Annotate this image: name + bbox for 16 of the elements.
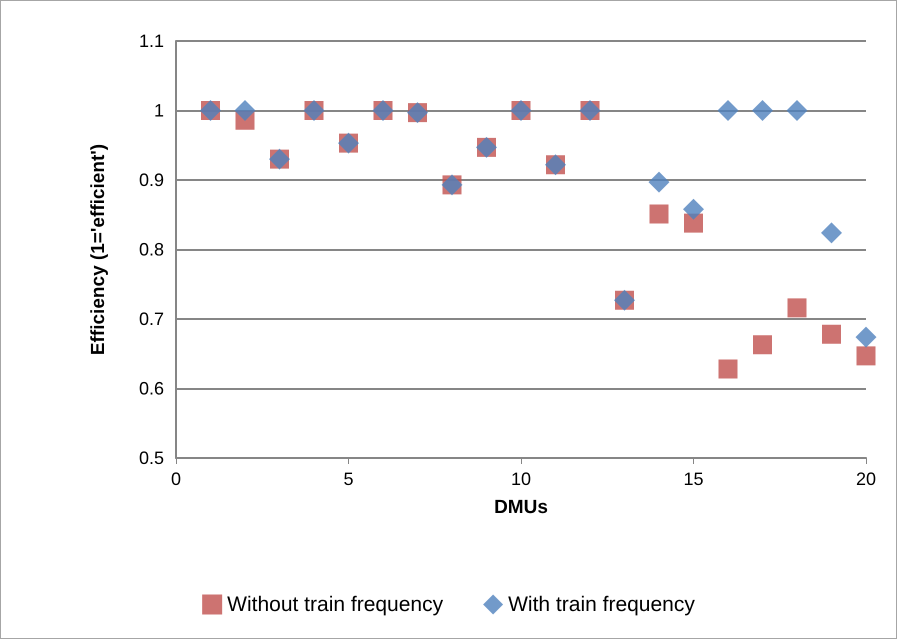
x-tick-label: 10: [510, 469, 532, 489]
y-axis-title: Efficiency (1='efficient'): [88, 144, 109, 356]
y-tick-label: 1.1: [138, 31, 164, 51]
x-tick-label: 15: [683, 469, 704, 489]
y-tick-label: 0.6: [138, 378, 164, 398]
y-tick-label: 0.5: [138, 448, 164, 468]
x-tick-label: 0: [170, 469, 182, 489]
y-tick-label: 1: [154, 100, 164, 120]
y-tick-label: 0.7: [138, 309, 164, 329]
x-axis-title: DMUs: [494, 497, 548, 518]
x-tick-label: 5: [343, 469, 354, 489]
y-tick-label: 0.9: [138, 170, 164, 190]
legend-label: With train frequency: [508, 593, 696, 616]
y-tick-label: 0.8: [138, 240, 164, 260]
x-tick-label: 20: [856, 469, 876, 489]
legend-label: Without train frequency: [227, 593, 444, 616]
